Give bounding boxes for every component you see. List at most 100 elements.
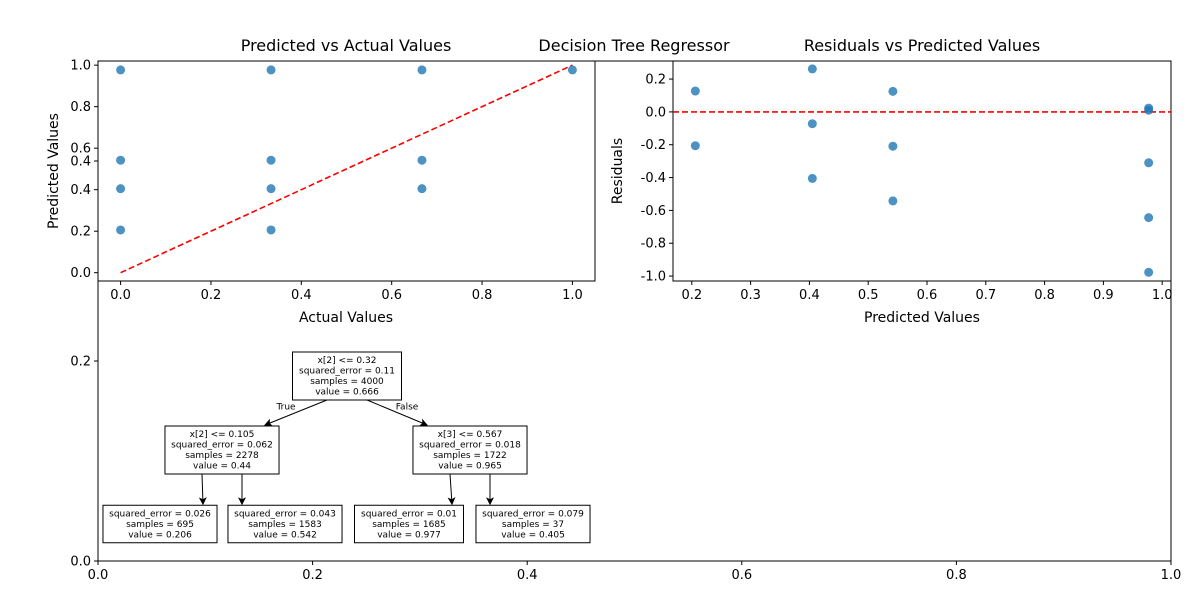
predicted-vs-actual-xtick-label: 0.0 xyxy=(110,288,131,303)
residuals-vs-predicted-ytick-label: -0.8 xyxy=(641,237,666,252)
tree-node-box xyxy=(102,504,218,544)
predicted-vs-actual-ytick-label: 0.6 xyxy=(70,142,91,157)
tree-node-text: samples = 695 xyxy=(126,520,194,530)
tree-ytick-label: 0.4 xyxy=(70,155,91,170)
tree-node-text: value = 0.44 xyxy=(193,462,251,472)
scatter-point xyxy=(807,64,817,74)
axes-frame xyxy=(672,60,1172,282)
predicted-vs-actual-xtick-label: 0.4 xyxy=(291,288,312,303)
tree-axes: 0.0 0.2 0.4 0.6 0.8 1.00.00.20.4 True False x[… xyxy=(70,60,1182,583)
predicted-vs-actual-axes: 0.0 0.2 0.4 0.6 0.8 1.00.00.20.40.60.81.0 Pre… xyxy=(46,36,596,326)
residuals-vs-predicted-xtick-label: 0.2 xyxy=(681,288,702,303)
residuals-vs-predicted-ytick-label: 0.2 xyxy=(645,73,666,88)
tree-xtick-label: 0.8 xyxy=(946,568,967,583)
residuals-vs-predicted-title: Residuals vs Predicted Values xyxy=(804,36,1040,55)
tree-node-text: squared_error = 0.026 xyxy=(109,509,211,519)
tree-node-text: value = 0.977 xyxy=(377,530,441,540)
tree-node-box xyxy=(227,504,343,544)
scatter-point xyxy=(116,225,126,235)
residuals-vs-predicted-xlabel: Predicted Values xyxy=(864,310,980,326)
tree-node-text: samples = 2278 xyxy=(185,451,259,461)
predicted-vs-actual-ytick-label: 0.8 xyxy=(70,100,91,115)
axes-ticks: 0.2 0.3 0.4 0.5 0.6 0.7 0.8 0.9 1.0 -1.0 -0.8 -0.6 -… xyxy=(641,73,1173,303)
figure-suptitle: Decision Tree Regressor xyxy=(538,36,730,55)
tree-edge xyxy=(264,399,328,427)
scatter-point xyxy=(1144,158,1154,168)
scatter-point xyxy=(1144,105,1154,115)
scatter-point xyxy=(417,184,427,194)
predicted-vs-actual-ylabel: Predicted Values xyxy=(46,113,62,229)
predicted-vs-actual-title: Predicted vs Actual Values xyxy=(241,36,452,55)
tree-node-text: x[2] <= 0.105 xyxy=(190,430,255,440)
residuals-vs-predicted-xtick-label: 0.4 xyxy=(799,288,820,303)
scatter-point xyxy=(888,141,898,151)
tree-node-box xyxy=(164,425,280,475)
scatter-point xyxy=(1144,267,1154,277)
tree-node-text: squared_error = 0.11 xyxy=(299,367,395,377)
scatter-point xyxy=(690,141,700,151)
tree-node-text: squared_error = 0.018 xyxy=(419,441,521,451)
tree-node-text: value = 0.405 xyxy=(501,530,565,540)
tree-node-box xyxy=(412,425,528,475)
tree-xtick-label: 1.0 xyxy=(1161,568,1182,583)
tree-node-text: squared_error = 0.043 xyxy=(234,509,336,519)
scatter-point xyxy=(690,86,700,96)
residuals-vs-predicted-xtick-label: 0.3 xyxy=(740,288,761,303)
perfect-prediction-line xyxy=(120,64,573,274)
tree-node-box xyxy=(354,504,464,544)
tree-ytick-label: 0.2 xyxy=(70,355,91,370)
tree-node-text: samples = 1685 xyxy=(372,520,446,530)
tree-ytick-label: 0.0 xyxy=(70,555,91,570)
tree-edge xyxy=(366,399,428,426)
scatter-point xyxy=(116,65,126,75)
tree-edges: True False xyxy=(198,399,494,506)
predicted-vs-actual-xtick-label: 1.0 xyxy=(562,288,583,303)
scatter-point xyxy=(417,155,427,165)
scatter-point xyxy=(417,65,427,75)
tree-node-text: x[2] <= 0.32 xyxy=(318,356,377,366)
residuals-vs-predicted-ytick-label: -1.0 xyxy=(641,270,666,285)
tree-xtick-label: 0.6 xyxy=(731,568,752,583)
scatter-point xyxy=(888,196,898,206)
predicted-vs-actual-ytick-label: 1.0 xyxy=(70,59,91,74)
tree-xtick-label: 0.4 xyxy=(517,568,538,583)
tree-node-text: squared_error = 0.01 xyxy=(361,509,457,519)
residuals-vs-predicted-xtick-label: 0.7 xyxy=(975,288,996,303)
residuals-vs-predicted-ylabel: Residuals xyxy=(610,138,626,204)
scatter-point xyxy=(266,65,276,75)
tree-node-text: samples = 1583 xyxy=(248,520,322,530)
tree-edge-label: False xyxy=(396,403,419,413)
tree-edge-label: True xyxy=(275,403,296,413)
tree-edge xyxy=(198,473,207,506)
residuals-vs-predicted-xtick-label: 0.9 xyxy=(1093,288,1114,303)
residuals-vs-predicted-xtick-label: 0.8 xyxy=(1034,288,1055,303)
predicted-vs-actual-xtick-label: 0.2 xyxy=(201,288,222,303)
tree-node-text: samples = 37 xyxy=(502,520,564,530)
tree-node-text: samples = 4000 xyxy=(310,377,384,387)
residuals-vs-predicted-ytick-label: -0.6 xyxy=(641,204,666,219)
tree-node-box xyxy=(475,504,591,544)
residuals-vs-predicted-ytick-label: -0.4 xyxy=(641,171,666,186)
tree-node-text: value = 0.542 xyxy=(253,530,317,540)
residuals-vs-predicted-xtick-label: 1.0 xyxy=(1152,288,1173,303)
scatter-point xyxy=(567,65,577,75)
residuals-vs-predicted-ytick-label: -0.2 xyxy=(641,138,666,153)
tree-node-text: x[3] <= 0.567 xyxy=(438,430,503,440)
scatter-point xyxy=(888,86,898,96)
predicted-vs-actual-ytick-label: 0.0 xyxy=(70,266,91,281)
predicted-vs-actual-xlabel: Actual Values xyxy=(299,310,393,326)
tree-node-box xyxy=(292,351,402,401)
tree-node-text: value = 0.206 xyxy=(128,530,192,540)
scatter-point xyxy=(807,173,817,183)
scatter-point xyxy=(116,155,126,165)
axes-ticks: 0.0 0.2 0.4 0.6 0.8 1.00.00.20.40.60.81.0 xyxy=(70,59,582,303)
tree-xtick-label: 0.0 xyxy=(88,568,109,583)
residuals-vs-predicted-xtick-label: 0.5 xyxy=(858,288,879,303)
